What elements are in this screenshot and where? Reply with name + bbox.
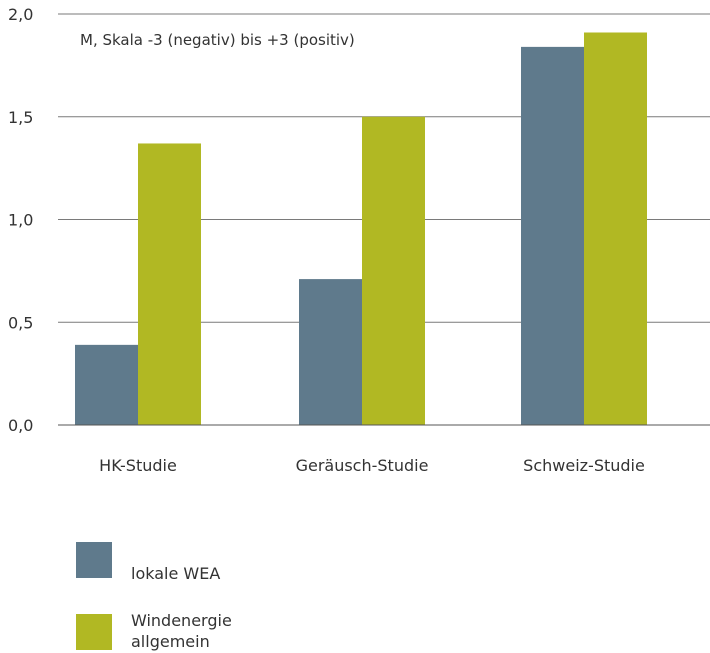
y-tick-label: 0,5 — [8, 313, 33, 332]
x-category-label: Geräusch-Studie — [296, 456, 429, 475]
y-tick-label: 2,0 — [8, 5, 33, 24]
legend: lokale WEA Windenergie allgemein — [76, 542, 232, 651]
legend-label: allgemein — [131, 632, 210, 651]
bars — [58, 32, 710, 426]
bar — [362, 116, 425, 425]
y-axis-ticks: 0,0 0,5 1,0 1,5 2,0 — [8, 5, 33, 435]
legend-swatch — [76, 542, 112, 578]
y-tick-label: 0,0 — [8, 416, 33, 435]
x-category-label: Schweiz-Studie — [523, 456, 645, 475]
x-category-label: HK-Studie — [99, 456, 177, 475]
y-tick-label: 1,0 — [8, 211, 33, 230]
legend-swatch — [76, 614, 112, 650]
bar — [521, 46, 584, 425]
bar — [75, 344, 138, 425]
bar — [584, 32, 647, 426]
chart-annotation: M, Skala -3 (negativ) bis +3 (positiv) — [80, 31, 355, 49]
bar — [138, 143, 201, 425]
legend-label: lokale WEA — [131, 564, 220, 583]
legend-label: Windenergie — [131, 611, 232, 630]
bar — [299, 279, 362, 425]
x-axis-labels: HK-Studie Geräusch-Studie Schweiz-Studie — [99, 456, 645, 475]
y-tick-label: 1,5 — [8, 108, 33, 127]
